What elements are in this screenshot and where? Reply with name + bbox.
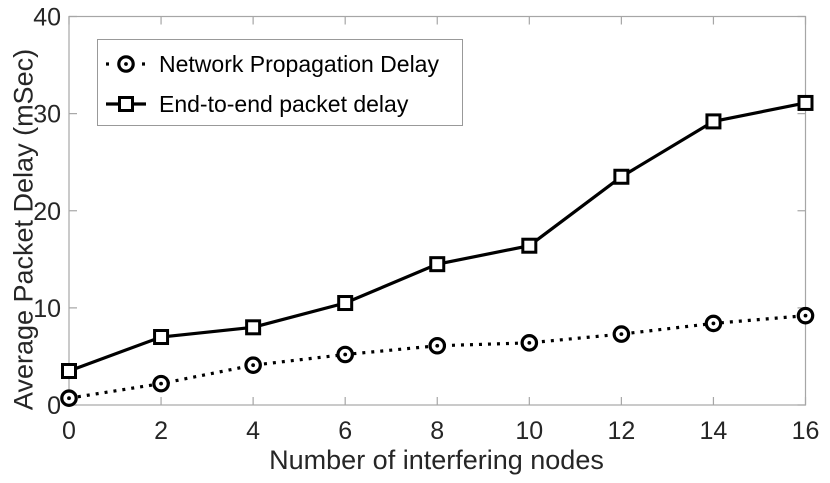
y-tick-label: 40 [33, 4, 61, 32]
data-point-square-marker [429, 256, 446, 273]
data-point-square-marker [521, 237, 538, 254]
series-line-square [68, 101, 806, 373]
data-point-center-dot [435, 343, 440, 348]
y-tick-label: 30 [33, 101, 61, 129]
legend-item-network-propagation-delay: Network Propagation Delay [98, 44, 462, 84]
x-tick-label: 4 [246, 417, 260, 445]
data-point-square-marker [705, 113, 722, 130]
x-tick-label: 2 [154, 417, 168, 445]
solid-line-square-marker-icon [106, 96, 146, 112]
data-point-center-dot [527, 340, 532, 345]
y-tick-label: 20 [33, 198, 61, 226]
x-tick-label: 12 [607, 417, 635, 445]
data-point-square-marker [153, 329, 170, 346]
data-point-center-dot [343, 352, 348, 357]
data-point-center-dot [67, 396, 71, 401]
data-point-center-dot [619, 332, 624, 336]
data-point-square-marker [613, 168, 630, 185]
x-tick-label: 8 [430, 417, 444, 445]
legend-label: End-to-end packet delay [159, 90, 409, 117]
y-tick-label: 10 [33, 295, 61, 323]
x-tick-label: 0 [62, 417, 76, 445]
data-point-center-dot [159, 381, 163, 386]
x-tick-label: 16 [792, 417, 820, 445]
data-point-square-marker [797, 94, 814, 111]
dotted-line-circle-marker-icon [106, 55, 146, 73]
x-axis-title: Number of interfering nodes [269, 445, 604, 475]
data-point-center-dot [803, 313, 808, 318]
data-point-center-dot [711, 321, 716, 326]
data-point-square-marker [337, 295, 354, 312]
series-line-circle [68, 314, 806, 400]
y-axis-title: Average Packet Delay (mSec) [8, 48, 39, 411]
x-tick-label: 10 [515, 417, 543, 445]
y-tick-label: 0 [47, 392, 61, 420]
data-point-square-marker [245, 319, 262, 336]
legend: Network Propagation Delay End-to-end pac… [97, 39, 463, 126]
x-tick-label: 14 [700, 417, 728, 445]
data-point-square-marker [61, 363, 77, 380]
x-tick-label: 6 [338, 417, 352, 445]
data-point-center-dot [251, 363, 256, 368]
legend-item-end-to-end-packet-delay: End-to-end packet delay [98, 84, 462, 124]
legend-label: Network Propagation Delay [159, 50, 439, 77]
